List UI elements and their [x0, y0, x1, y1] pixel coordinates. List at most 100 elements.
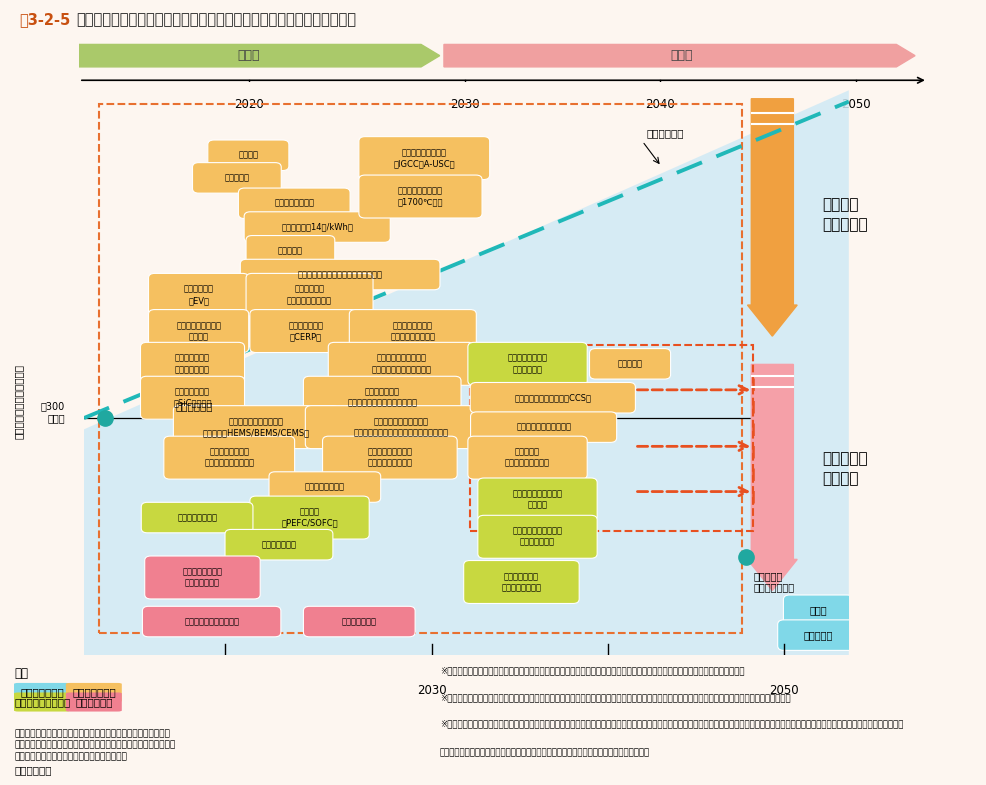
Text: その他の技術: その他の技術	[75, 697, 112, 707]
FancyBboxPatch shape	[66, 683, 121, 702]
Text: 植生による固定
（スーパー樹木）: 植生による固定 （スーパー樹木）	[501, 572, 541, 592]
Text: 水素製造・輸送・貯蔵
（輸送・貯蔵）: 水素製造・輸送・貯蔵 （輸送・貯蔵）	[512, 527, 562, 547]
FancyBboxPatch shape	[174, 406, 338, 448]
FancyBboxPatch shape	[14, 683, 70, 702]
FancyBboxPatch shape	[140, 376, 245, 419]
Text: 2050: 2050	[768, 684, 798, 697]
Text: 水素製造・輸送・貯蔵
（製造）: 水素製造・輸送・貯蔵 （製造）	[512, 489, 562, 509]
Text: 資料：内閣府: 資料：内閣府	[14, 765, 51, 775]
Text: 注１：枠の横幅の中ほどが本格的な普及のおおよその時期を示す: 注１：枠の横幅の中ほどが本格的な普及のおおよその時期を示す	[14, 729, 170, 738]
FancyBboxPatch shape	[467, 436, 587, 479]
Text: 革新的デバイス
（ノーマリーオフプロセッサ）: 革新的デバイス （ノーマリーオフプロセッサ）	[347, 388, 417, 407]
Text: 中長期の分類に合わせて抜き出したもの: 中長期の分類に合わせて抜き出したもの	[14, 752, 127, 761]
Text: 地球観測・気候変動予測: 地球観測・気候変動予測	[184, 617, 239, 626]
Text: 核融合: 核融合	[809, 605, 826, 615]
Text: より革新的
技術普及: より革新的 技術普及	[821, 451, 867, 487]
Text: 温暖化適応技術: 温暖化適応技術	[341, 617, 377, 626]
Text: 短中期: 短中期	[238, 49, 259, 62]
Text: 風力発電（洋上）: 風力発電（洋上）	[274, 199, 314, 208]
Text: 要であることを示すものであり、それぞれの技術による削減幅を示すものではない。: 要であることを示すものであり、それぞれの技術による削減幅を示すものではない。	[440, 748, 649, 757]
Text: ※１　環境エネルギー技術の横軸上の位置は、各技術のロードマップを踏まえ、本格的な普及のおおよその時期を示すものである。: ※１ 環境エネルギー技術の横軸上の位置は、各技術のロードマップを踏まえ、本格的な…	[440, 666, 743, 676]
Text: 次世代自動車
（燃料電池自動車）: 次世代自動車 （燃料電池自動車）	[287, 285, 331, 305]
Text: 2020: 2020	[234, 97, 263, 111]
FancyBboxPatch shape	[349, 309, 476, 352]
FancyBboxPatch shape	[477, 515, 597, 558]
Text: 太陽光発電（14円/kWh）: 太陽光発電（14円/kWh）	[281, 223, 353, 232]
FancyBboxPatch shape	[305, 406, 497, 448]
FancyBboxPatch shape	[192, 162, 281, 193]
Text: 二酸化炭素回収・貯留（CCS）: 二酸化炭素回収・貯留（CCS）	[514, 393, 591, 402]
FancyBboxPatch shape	[477, 478, 597, 521]
FancyBboxPatch shape	[208, 140, 289, 170]
FancyBboxPatch shape	[249, 309, 361, 352]
Text: 海洋エネルギー（波力、潮力、海流）: 海洋エネルギー（波力、潮力、海流）	[298, 270, 383, 279]
FancyBboxPatch shape	[66, 692, 121, 711]
Text: 2030: 2030	[450, 97, 479, 111]
Text: 高効率天然ガス発電
（1700℃級）: 高効率天然ガス発電 （1700℃級）	[397, 187, 443, 206]
Text: 太陽熱利用: 太陽熱利用	[278, 246, 303, 255]
Bar	[469, 345, 752, 531]
FancyArrow shape	[444, 45, 914, 67]
Text: 図3-2-5: 図3-2-5	[20, 12, 71, 27]
Text: 環境エネルギー技術革新計画における環境技術の開発・普及への道筋: 環境エネルギー技術革新計画における環境技術の開発・普及への道筋	[76, 12, 356, 27]
FancyBboxPatch shape	[244, 212, 389, 243]
Text: 凡例: 凡例	[14, 666, 28, 680]
Text: 高効率石炭火力発電
（IGCC、A-USC）: 高効率石炭火力発電 （IGCC、A-USC）	[393, 148, 455, 168]
FancyBboxPatch shape	[246, 273, 373, 316]
Text: 高効率エネルギー
産業利用（コジェネ）: 高効率エネルギー 産業利用（コジェネ）	[204, 447, 254, 468]
Text: 中長期: 中長期	[669, 49, 692, 62]
Text: ※２　「現状技術パス」は、各種技術の効率（例えば、石炭火力発電の発電効率）が変化しない場合の世界全体のおおよその排出量を示すものである。: ※２ 「現状技術パス」は、各種技術の効率（例えば、石炭火力発電の発電効率）が変化…	[440, 693, 790, 702]
FancyBboxPatch shape	[145, 556, 260, 599]
Text: 世界全体で
排出量半減目標: 世界全体で 排出量半減目標	[752, 571, 794, 593]
FancyBboxPatch shape	[148, 273, 248, 316]
Text: 地熱発電: 地熱発電	[238, 151, 258, 160]
Text: 高効率ヒートポンプ
（給湯）: 高効率ヒートポンプ （給湯）	[176, 321, 221, 341]
FancyBboxPatch shape	[359, 137, 489, 180]
FancyBboxPatch shape	[140, 342, 245, 385]
FancyBboxPatch shape	[303, 376, 460, 419]
FancyBboxPatch shape	[777, 620, 858, 651]
Text: 原子力発電: 原子力発電	[224, 173, 249, 182]
FancyBboxPatch shape	[239, 188, 350, 218]
Text: 2030: 2030	[417, 684, 447, 697]
Text: ２：括弧の中は、各項目における技術の一例を、本文の短中期、: ２：括弧の中は、各項目における技術の一例を、本文の短中期、	[14, 741, 176, 750]
FancyArrow shape	[746, 99, 797, 336]
Text: 革新的デバイス
（テレワーク）: 革新的デバイス （テレワーク）	[175, 354, 210, 374]
FancyBboxPatch shape	[141, 502, 252, 533]
Text: 革新的製造プロセス
（省エネセメント）: 革新的製造プロセス （省エネセメント）	[367, 447, 412, 468]
FancyBboxPatch shape	[470, 412, 616, 443]
Text: 世界の温室効果ガス排出量: 世界の温室効果ガス排出量	[14, 363, 24, 439]
Polygon shape	[84, 90, 848, 655]
FancyBboxPatch shape	[148, 309, 248, 352]
Text: 革新的構造材料
（CERP）: 革新的構造材料 （CERP）	[288, 321, 322, 341]
Text: 2050: 2050	[840, 97, 870, 111]
Text: エネルギーマネジメント
システム（HEMS/BEMS/CEMS）: エネルギーマネジメント システム（HEMS/BEMS/CEMS）	[202, 417, 310, 437]
FancyBboxPatch shape	[249, 496, 369, 539]
FancyArrow shape	[746, 364, 797, 590]
Text: 蓄熱・断熱等技術: 蓄熱・断熱等技術	[176, 513, 217, 522]
Text: 2040: 2040	[645, 97, 674, 111]
Text: 省エネ住宅・ビル: 省エネ住宅・ビル	[305, 483, 344, 491]
Text: メタン等削減技術
（嫌気性処理）: メタン等削減技術 （嫌気性処理）	[182, 568, 222, 587]
FancyBboxPatch shape	[240, 259, 440, 290]
Text: 宇宙太陽光: 宇宙太陽光	[803, 630, 832, 640]
Text: エネルギーマネジメント
システム（電力融通・ネットワーク技術）: エネルギーマネジメント システム（電力融通・ネットワーク技術）	[353, 417, 449, 437]
FancyBboxPatch shape	[469, 382, 635, 413]
FancyBboxPatch shape	[463, 560, 579, 604]
Text: 高効率（低燃費）
航空機・船舶・鉄道: 高効率（低燃費） 航空機・船舶・鉄道	[389, 321, 435, 341]
FancyBboxPatch shape	[225, 529, 332, 560]
Text: バイオマス利活用
（微細藻類）: バイオマス利活用 （微細藻類）	[507, 354, 547, 374]
Text: 消費・需要分野: 消費・需要分野	[72, 688, 115, 697]
FancyBboxPatch shape	[322, 436, 457, 479]
Text: 燃料電池
（PEFC/SOFC）: 燃料電池 （PEFC/SOFC）	[281, 508, 337, 528]
Text: 現在の排出量: 現在の排出量	[176, 401, 213, 411]
FancyBboxPatch shape	[246, 236, 334, 266]
Text: 次世代自動車
（EV）: 次世代自動車 （EV）	[183, 285, 213, 305]
FancyBboxPatch shape	[164, 436, 295, 479]
FancyBboxPatch shape	[467, 342, 587, 385]
FancyBboxPatch shape	[303, 606, 415, 637]
Text: 生産・供給分野: 生産・供給分野	[21, 688, 64, 697]
Text: 超電導送電
（超電導ケーブル）: 超電導送電 （超電導ケーブル）	[505, 447, 549, 468]
Text: 人工光合成: 人工光合成	[617, 360, 642, 368]
FancyBboxPatch shape	[269, 472, 381, 502]
